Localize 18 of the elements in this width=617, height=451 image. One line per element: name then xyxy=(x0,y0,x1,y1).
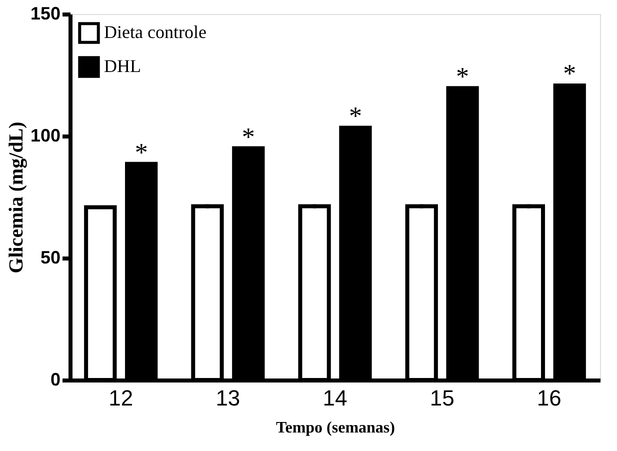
x-tick-label: 14 xyxy=(322,386,348,410)
legend-label: DHL xyxy=(104,56,141,76)
x-axis-title: Tempo (semanas) xyxy=(276,420,395,436)
y-tick-label: 150 xyxy=(30,4,60,24)
annotation: * xyxy=(134,138,148,168)
y-tick-label: 100 xyxy=(30,126,60,146)
y-tick-label: 0 xyxy=(50,370,60,390)
annotation: * xyxy=(242,122,255,152)
annotation: * xyxy=(563,59,576,88)
legend-label: Dieta controle xyxy=(104,22,206,42)
x-tick-label: 12 xyxy=(108,386,134,410)
x-tick-label: 13 xyxy=(216,386,240,410)
y-tick-label: 50 xyxy=(40,248,60,268)
annotation: * xyxy=(348,102,362,131)
x-tick-label: 16 xyxy=(536,386,562,410)
annotation: * xyxy=(456,62,470,91)
x-tick-label: 15 xyxy=(430,386,454,410)
y-axis-title: Glicemia (mg/dL) xyxy=(5,122,28,274)
